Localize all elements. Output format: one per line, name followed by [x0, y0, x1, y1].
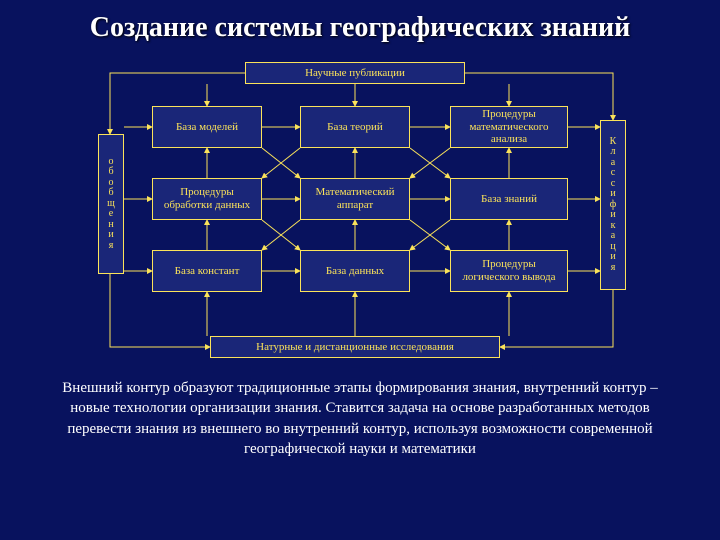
- grid-box-r2c0: База констант: [152, 250, 262, 292]
- caption-text: Внешний контур образуют традиционные эта…: [0, 368, 720, 459]
- grid-box-r2c2: Процедуры логического вывода: [450, 250, 568, 292]
- diagram-container: Научные публикации Натурные и дистанцион…: [40, 58, 680, 368]
- left-bar-box: обобщения: [98, 134, 124, 274]
- page-title: Создание системы географических знаний: [0, 0, 720, 50]
- top-bar-box: Научные публикации: [245, 62, 465, 84]
- grid-box-r0c0: База моделей: [152, 106, 262, 148]
- grid-box-r0c1: База теорий: [300, 106, 410, 148]
- grid-box-r1c1: Математический аппарат: [300, 178, 410, 220]
- grid-box-r1c2: База знаний: [450, 178, 568, 220]
- grid-box-r0c2: Процедуры математического анализа: [450, 106, 568, 148]
- right-bar-box: Классификация: [600, 120, 626, 290]
- grid-box-r1c0: Процедуры обработки данных: [152, 178, 262, 220]
- bottom-bar-box: Натурные и дистанционные исследования: [210, 336, 500, 358]
- grid-box-r2c1: База данных: [300, 250, 410, 292]
